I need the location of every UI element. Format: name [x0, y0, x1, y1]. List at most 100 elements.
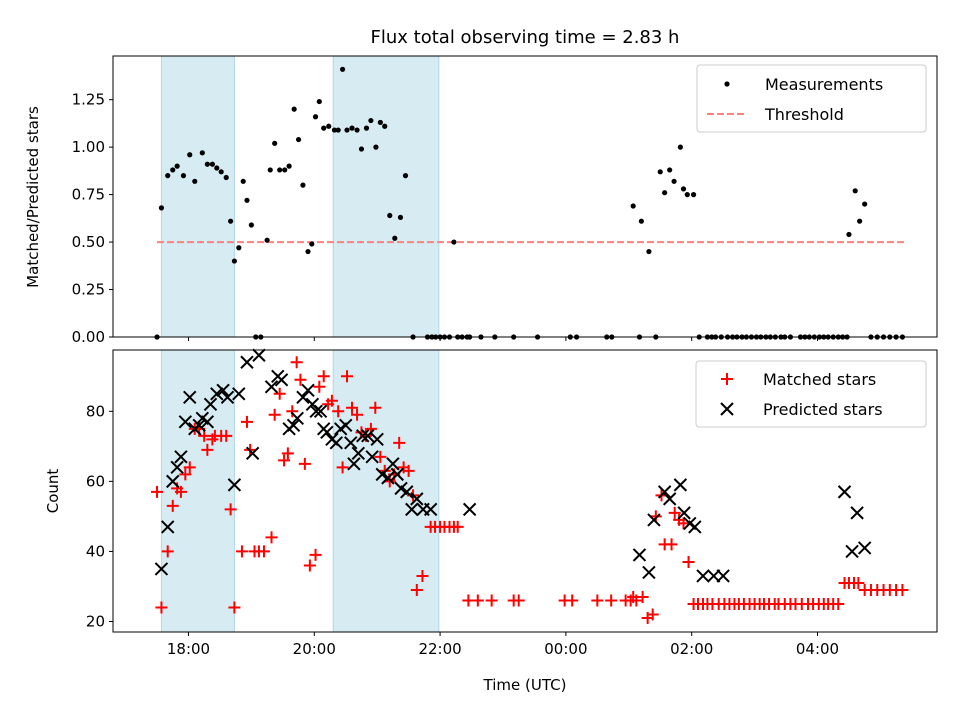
measurement-point	[684, 192, 690, 198]
top-y-tick-label: 0.25	[72, 281, 105, 299]
matched-star-point	[485, 594, 498, 607]
bottom-x-tick-label: 22:00	[418, 640, 461, 658]
measurement-point	[180, 173, 187, 179]
measurement-point	[857, 218, 863, 224]
matched-star-point	[286, 405, 299, 418]
measurement-point	[199, 150, 205, 156]
matched-star-point	[369, 401, 382, 414]
matched-star-point	[183, 461, 196, 474]
legend-threshold-label: Threshold	[764, 105, 844, 124]
measurement-point	[690, 192, 697, 198]
matched-star-point	[852, 576, 865, 589]
predicted-star-point	[274, 373, 289, 387]
matched-star-point	[294, 373, 307, 386]
predicted-star-point	[174, 450, 188, 464]
measurement-point	[630, 203, 636, 209]
predicted-star-point	[356, 429, 370, 443]
matched-star-point	[351, 408, 364, 421]
matched-star-point	[278, 454, 291, 467]
matched-star-point	[273, 387, 286, 400]
bottom-legend-box	[695, 360, 927, 428]
measurement-point	[214, 165, 220, 171]
predicted-star-point	[245, 446, 260, 461]
predicted-star-point	[410, 492, 424, 506]
top-y-axis-label: Matched/Predicted stars	[24, 106, 42, 288]
measurement-point	[382, 123, 388, 129]
matched-star-point	[402, 464, 415, 477]
matched-star-point	[332, 405, 345, 418]
measurement-point	[377, 119, 383, 126]
predicted-star-point	[365, 450, 379, 464]
predicted-star-point	[347, 457, 361, 471]
matched-star-point	[832, 597, 845, 610]
measurement-point	[397, 214, 404, 220]
matched-star-point	[393, 436, 406, 449]
predicted-star-point	[706, 569, 721, 583]
observing-span	[332, 55, 440, 338]
matched-star-point	[636, 590, 649, 603]
top-legend-box	[696, 64, 927, 133]
matched-star-point	[174, 485, 187, 498]
predicted-star-point	[381, 471, 395, 485]
predicted-star-point	[370, 432, 384, 447]
predicted-star-point	[845, 544, 859, 559]
bottom-y-tick-label: 40	[86, 542, 105, 560]
measurement-point	[170, 167, 176, 173]
measurement-point	[309, 241, 315, 247]
measurement-point	[335, 127, 341, 133]
matched-star-point	[340, 370, 353, 383]
matched-star-point	[896, 583, 909, 596]
predicted-star-point	[329, 436, 344, 450]
measurement-point	[339, 66, 346, 72]
matched-star-point	[235, 545, 248, 558]
predicted-star-point	[183, 390, 197, 404]
matched-star-point	[591, 594, 604, 607]
matched-star-point	[605, 594, 618, 607]
measurement-point	[187, 152, 193, 158]
predicted-star-point	[232, 387, 246, 401]
measurement-point	[277, 167, 283, 173]
measurement-point	[218, 169, 224, 175]
matched-star-point	[228, 601, 241, 614]
matched-star-point	[646, 608, 659, 621]
matched-star-point	[313, 380, 326, 393]
predicted-star-point	[161, 520, 175, 534]
predicted-star-point	[688, 520, 702, 534]
predicted-star-point	[386, 457, 400, 471]
measurement-point	[228, 218, 234, 224]
matched-star-point	[346, 401, 359, 414]
bottom-x-tick-label: 20:00	[293, 640, 336, 658]
matched-star-point	[151, 485, 164, 498]
bottom-y-axis-label: Count	[44, 469, 62, 514]
measurement-point	[244, 197, 250, 203]
predicted-star-point	[309, 404, 323, 419]
measurement-point	[267, 167, 273, 173]
measurement-point	[846, 231, 852, 238]
matched-star-point	[303, 559, 316, 572]
bottom-axis-ticks: 20 40 60 80 18:00 20:00 22:00 00:00 02:00 04:00	[86, 402, 839, 658]
measurement-point	[300, 182, 306, 188]
predicted-star-point	[423, 502, 438, 517]
measurement-point	[358, 146, 365, 152]
matched-star-point	[155, 601, 168, 614]
measurement-point	[402, 173, 409, 179]
observing-span	[160, 55, 235, 338]
measurement-point	[209, 161, 215, 167]
top-y-tick-label: 1.25	[72, 91, 105, 109]
predicted-star-point	[216, 383, 230, 397]
measurement-point	[344, 127, 350, 133]
matched-star-point	[240, 415, 253, 428]
bottom-x-tick-label: 18:00	[167, 640, 210, 658]
predicted-star-point	[677, 506, 691, 520]
matched-star-point	[179, 468, 192, 481]
matched-star-point	[161, 545, 174, 558]
predicted-star-point	[405, 502, 419, 517]
bottom-panel: 20 40 60 80 18:00 20:00 22:00 00:00 02:00 04:00 C…	[44, 348, 938, 694]
matched-star-point	[268, 408, 281, 421]
measurement-point	[354, 127, 360, 133]
measurement-point	[295, 136, 302, 143]
measurement-point	[392, 235, 398, 241]
observing-span	[332, 349, 440, 633]
predicted-star-point	[657, 485, 672, 499]
